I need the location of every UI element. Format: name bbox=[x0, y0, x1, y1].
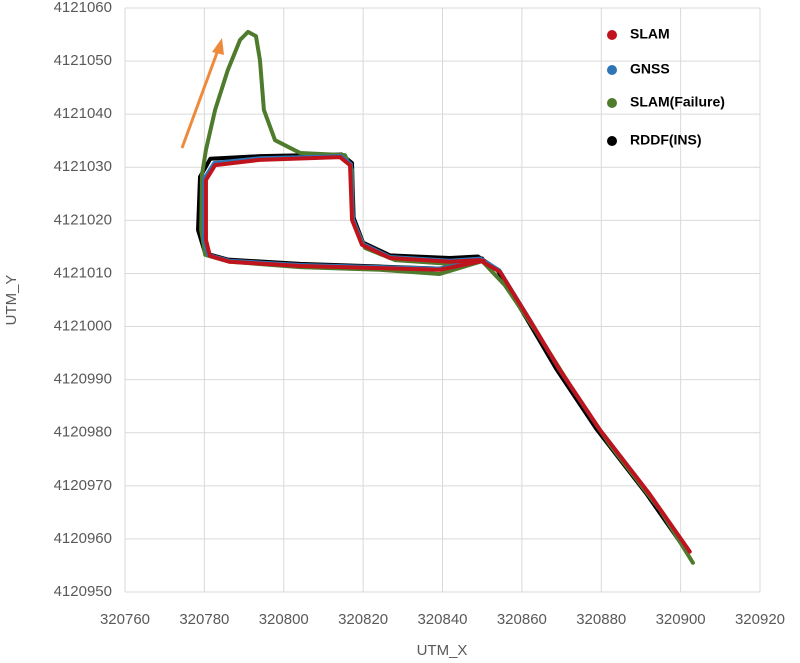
series-line bbox=[201, 154, 691, 553]
y-tick-label: 4121020 bbox=[54, 211, 112, 228]
series-line bbox=[196, 152, 688, 553]
x-tick-label: 320820 bbox=[338, 611, 388, 628]
x-tick-label: 320800 bbox=[259, 611, 309, 628]
legend-label: RDDF(INS) bbox=[630, 132, 702, 148]
plot-area bbox=[196, 29, 695, 565]
x-axis-title: UTM_X bbox=[417, 642, 468, 659]
x-tick-label: 320780 bbox=[179, 611, 229, 628]
y-tick-label: 4120960 bbox=[54, 530, 112, 547]
y-tick-label: 4121000 bbox=[54, 318, 112, 335]
y-tick-label: 4120950 bbox=[54, 583, 112, 600]
y-tick-label: 4121030 bbox=[54, 158, 112, 175]
legend-label: SLAM(Failure) bbox=[630, 94, 725, 110]
y-tick-label: 4121050 bbox=[54, 52, 112, 69]
legend-label: SLAM bbox=[630, 26, 670, 42]
legend-label: GNSS bbox=[630, 61, 670, 77]
annotation-arrow bbox=[180, 49, 220, 149]
y-axis-title: UTM_Y bbox=[3, 275, 20, 326]
y-tick-label: 4121010 bbox=[54, 264, 112, 281]
legend-marker bbox=[607, 30, 617, 40]
annotation-arrowhead bbox=[212, 38, 224, 55]
x-tick-label: 320900 bbox=[656, 611, 706, 628]
grid: 320760 320780 320800 320820 320840 320860 3208… bbox=[54, 0, 785, 628]
y-tick-label: 4121040 bbox=[54, 105, 112, 122]
x-tick-label: 320840 bbox=[417, 611, 467, 628]
series-line bbox=[199, 29, 695, 565]
x-tick-label: 320920 bbox=[735, 611, 785, 628]
y-tick-label: 4121060 bbox=[54, 0, 112, 16]
legend-marker bbox=[607, 65, 617, 75]
legend-marker bbox=[607, 136, 617, 146]
legend-marker bbox=[607, 98, 617, 108]
legend: SLAM GNSS SLAM(Failure) RDDF(INS) bbox=[607, 26, 725, 148]
x-tick-label: 320860 bbox=[497, 611, 547, 628]
y-tick-label: 4120980 bbox=[54, 424, 112, 441]
series-line bbox=[203, 155, 692, 554]
x-tick-label: 320760 bbox=[100, 611, 150, 628]
y-tick-label: 4120990 bbox=[54, 371, 112, 388]
y-tick-label: 4120970 bbox=[54, 477, 112, 494]
x-tick-label: 320880 bbox=[576, 611, 626, 628]
